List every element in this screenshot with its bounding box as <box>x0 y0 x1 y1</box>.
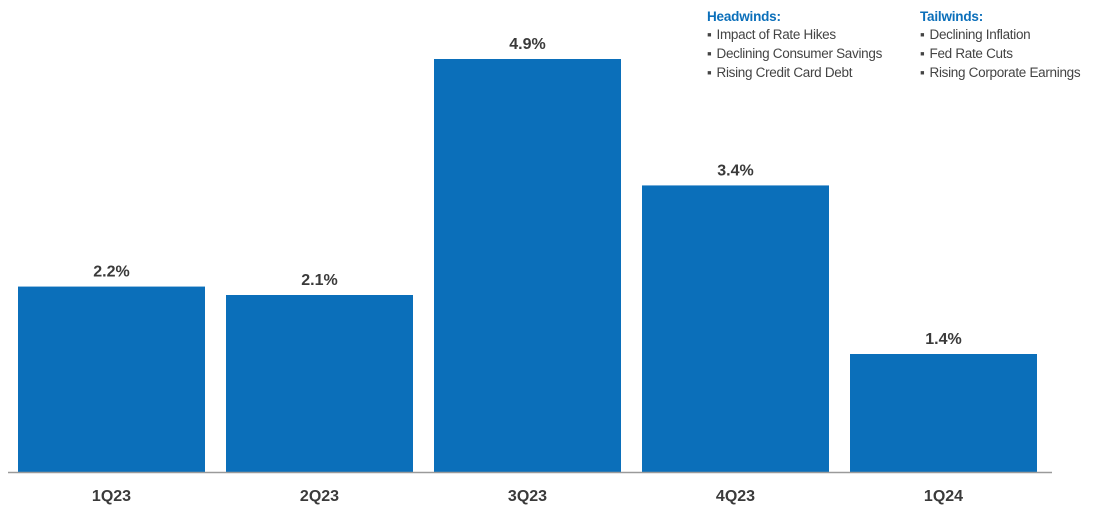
bar-4q23 <box>642 185 829 472</box>
category-label-1q23: 1Q23 <box>92 488 131 505</box>
headwinds-item: ▪ Impact of Rate Hikes <box>707 25 882 44</box>
headwinds-item-text: Impact of Rate Hikes <box>716 27 837 42</box>
tailwinds-title: Tailwinds: <box>920 9 984 24</box>
bars-group <box>18 59 1037 472</box>
bar-3q23 <box>434 59 621 472</box>
tailwinds-item-text: Declining Inflation <box>929 27 1031 42</box>
category-label-3q23: 3Q23 <box>508 488 547 505</box>
headwinds-item-text: Declining Consumer Savings <box>716 46 883 61</box>
headwinds-annotation: Headwinds: ▪ Impact of Rate Hikes ▪ Declin… <box>707 8 882 82</box>
value-label-1q24: 1.4% <box>925 331 961 348</box>
headwinds-item: ▪ Rising Credit Card Debt <box>707 63 882 82</box>
category-label-4q23: 4Q23 <box>716 488 755 505</box>
tailwinds-item-text: Fed Rate Cuts <box>929 46 1013 61</box>
headwinds-title: Headwinds: <box>707 9 781 24</box>
headwinds-list: ▪ Impact of Rate Hikes ▪ Declining Consume… <box>707 25 882 82</box>
bullet-icon: ▪ <box>920 65 925 80</box>
headwinds-item-text: Rising Credit Card Debt <box>716 65 853 80</box>
headwinds-item: ▪ Declining Consumer Savings <box>707 44 882 63</box>
bar-2q23 <box>226 295 413 472</box>
tailwinds-item: ▪ Rising Corporate Earnings <box>920 63 1081 82</box>
bullet-icon: ▪ <box>920 27 925 42</box>
value-label-3q23: 4.9% <box>509 36 545 53</box>
bullet-icon: ▪ <box>920 46 925 61</box>
category-label-1q24: 1Q24 <box>924 488 963 505</box>
tailwinds-list: ▪ Declining Inflation ▪ Fed Rate Cuts ▪ Ris… <box>920 25 1081 82</box>
bar-1q23 <box>18 286 205 472</box>
tailwinds-item: ▪ Declining Inflation <box>920 25 1080 44</box>
tailwinds-annotation: Tailwinds: ▪ Declining Inflation ▪ Fed Rat… <box>920 8 1081 82</box>
bullet-icon: ▪ <box>707 27 712 42</box>
tailwinds-item: ▪ Fed Rate Cuts <box>920 44 1080 63</box>
value-label-1q23: 2.2% <box>93 264 129 281</box>
value-label-2q23: 2.1% <box>301 272 337 289</box>
bullet-icon: ▪ <box>707 46 712 61</box>
category-labels-group: 1Q23 2Q23 3Q23 4Q23 1Q24 <box>92 488 963 505</box>
value-label-4q23: 3.4% <box>717 162 753 179</box>
bar-1q24 <box>850 354 1037 472</box>
category-label-2q23: 2Q23 <box>300 488 339 505</box>
tailwinds-item-text: Rising Corporate Earnings <box>929 65 1081 80</box>
value-labels-group: 2.2% 2.1% 4.9% 3.4% 1.4% <box>93 36 961 348</box>
bullet-icon: ▪ <box>707 65 712 80</box>
